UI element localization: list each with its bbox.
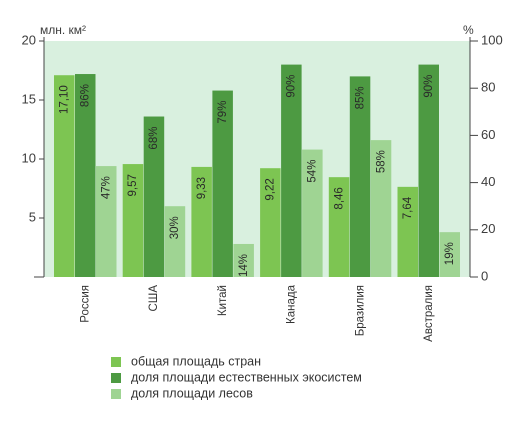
category-label-5: Австралия xyxy=(423,285,435,342)
legend: общая площадь стран доля площади естестве… xyxy=(111,354,362,400)
left-tick-label-3: 15 xyxy=(22,91,36,106)
bar-2-2 xyxy=(233,243,254,277)
right-tick-label-1: 20 xyxy=(481,221,495,236)
left-axis-unit-label: млн. км² xyxy=(40,23,86,37)
bar-1-2 xyxy=(212,90,233,277)
bar-0-4 xyxy=(328,177,350,277)
category-label-0: Россия xyxy=(80,285,92,323)
axes xyxy=(43,37,471,277)
data-label-2-0: 47% xyxy=(101,176,113,199)
data-label-0-1: 9,57 xyxy=(127,174,139,196)
legend-label-2: доля площади лесов xyxy=(131,386,253,400)
right-axis-unit-label: % xyxy=(463,23,474,37)
bar-2-3 xyxy=(302,149,323,277)
right-tick-label-0: 0 xyxy=(481,268,488,283)
bar-0-2 xyxy=(191,166,212,277)
data-label-0-2: 9,33 xyxy=(196,177,208,199)
right-axis-ticks: 0 20 40 60 80 100 xyxy=(470,32,503,283)
right-tick-label-5: 100 xyxy=(481,32,503,47)
data-labels: 17,10 86% 47% 9,57 68% 30% 9,33 79% 14% 9,22 90% 54… xyxy=(59,75,457,277)
data-label-2-2: 14% xyxy=(238,254,250,277)
bar-2-5 xyxy=(439,232,460,277)
bar-1-0 xyxy=(75,74,96,277)
data-label-1-2: 79% xyxy=(217,101,229,124)
legend-label-0: общая площадь стран xyxy=(131,354,261,368)
left-tick-label-4: 20 xyxy=(22,32,36,47)
category-label-2: Китай xyxy=(217,285,229,316)
data-label-1-0: 86% xyxy=(80,84,92,107)
bar-2-0 xyxy=(96,166,117,277)
data-label-1-1: 68% xyxy=(148,127,160,150)
right-tick-label-4: 80 xyxy=(481,80,495,95)
data-label-2-1: 30% xyxy=(169,216,181,239)
category-label-4: Бразилия xyxy=(354,285,366,336)
data-label-0-4: 8,46 xyxy=(333,187,345,209)
bar-1-5 xyxy=(418,64,439,277)
bars xyxy=(54,64,460,278)
bar-1-4 xyxy=(349,76,371,278)
bar-2-4 xyxy=(370,140,392,277)
legend-swatch-1 xyxy=(111,373,121,383)
data-label-1-5: 90% xyxy=(423,75,435,98)
bar-2-1 xyxy=(164,206,186,277)
bar-0-0 xyxy=(54,75,75,277)
category-label-3: Канада xyxy=(286,284,298,324)
data-label-2-5: 19% xyxy=(444,242,456,265)
legend-swatch-2 xyxy=(111,389,121,399)
data-label-0-5: 7,64 xyxy=(402,196,414,219)
left-axis-ticks: 5 10 15 20 xyxy=(22,32,44,278)
bar-0-5 xyxy=(397,186,418,277)
legend-label-1: доля площади естественных экосистем xyxy=(131,370,362,384)
data-label-1-3: 90% xyxy=(286,75,298,98)
left-tick-label-1: 5 xyxy=(29,209,36,224)
right-tick-label-2: 40 xyxy=(481,174,495,189)
bar-0-3 xyxy=(260,168,281,277)
data-label-2-4: 58% xyxy=(375,150,387,173)
category-labels: Россия США Китай Канада Бразилия Австралия xyxy=(80,284,436,341)
data-label-0-0: 17,10 xyxy=(59,85,71,114)
bar-1-1 xyxy=(143,116,165,278)
bar-1-3 xyxy=(281,64,302,277)
category-label-1: США xyxy=(148,285,160,312)
data-label-1-4: 85% xyxy=(354,86,366,109)
data-label-0-3: 9,22 xyxy=(265,178,277,200)
legend-swatch-0 xyxy=(111,357,121,367)
left-tick-label-2: 10 xyxy=(22,150,36,165)
right-tick-label-3: 60 xyxy=(481,127,495,142)
data-label-2-3: 54% xyxy=(307,160,319,183)
bar-0-1 xyxy=(122,164,144,277)
